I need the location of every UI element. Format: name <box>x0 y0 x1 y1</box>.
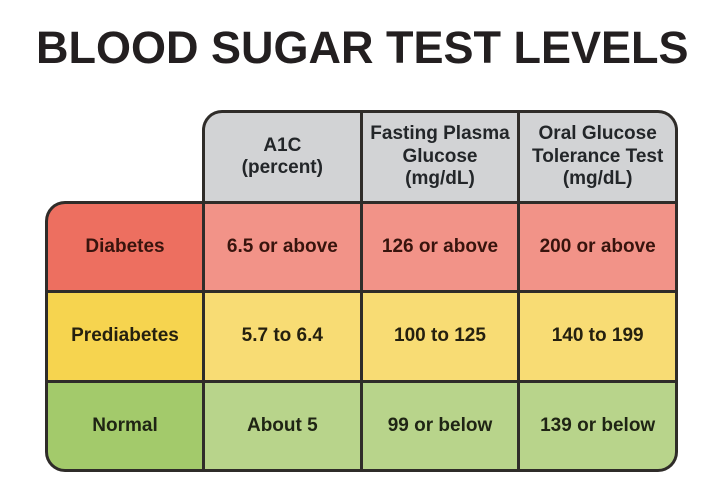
blood-sugar-table: A1C (percent) Fasting Plasma Glucose (mg… <box>45 110 678 472</box>
table-header-cell-a1c: A1C (percent) <box>205 113 360 201</box>
cell-normal-oral-glucose-tolerance-test: 139 or below <box>520 382 675 469</box>
row-label-prediabetes: Prediabetes <box>48 293 202 380</box>
cell-normal-a1c: About 5 <box>205 382 360 469</box>
cell-prediabetes-fasting-plasma-glucose: 100 to 125 <box>362 293 518 380</box>
cell-diabetes-a1c: 6.5 or above <box>205 204 360 291</box>
row-label-normal: Normal <box>48 382 202 469</box>
cell-diabetes-oral-glucose-tolerance-test: 200 or above <box>520 204 675 291</box>
row-label-diabetes: Diabetes <box>48 204 202 291</box>
cell-prediabetes-a1c: 5.7 to 6.4 <box>205 293 360 380</box>
table-main-block: A1C (percent) Fasting Plasma Glucose (mg… <box>202 110 678 472</box>
cell-normal-fasting-plasma-glucose: 99 or below <box>362 382 518 469</box>
cell-prediabetes-oral-glucose-tolerance-test: 140 to 199 <box>520 293 675 380</box>
table-label-column: Diabetes Prediabetes Normal <box>45 201 202 472</box>
page-title: BLOOD SUGAR TEST LEVELS <box>36 22 689 73</box>
cell-diabetes-fasting-plasma-glucose: 126 or above <box>362 204 518 291</box>
table-header-cell-oral-glucose-tolerance-test: Oral Glucose Tolerance Test (mg/dL) <box>520 113 675 201</box>
table-header-cell-fasting-plasma-glucose: Fasting Plasma Glucose (mg/dL) <box>362 113 518 201</box>
